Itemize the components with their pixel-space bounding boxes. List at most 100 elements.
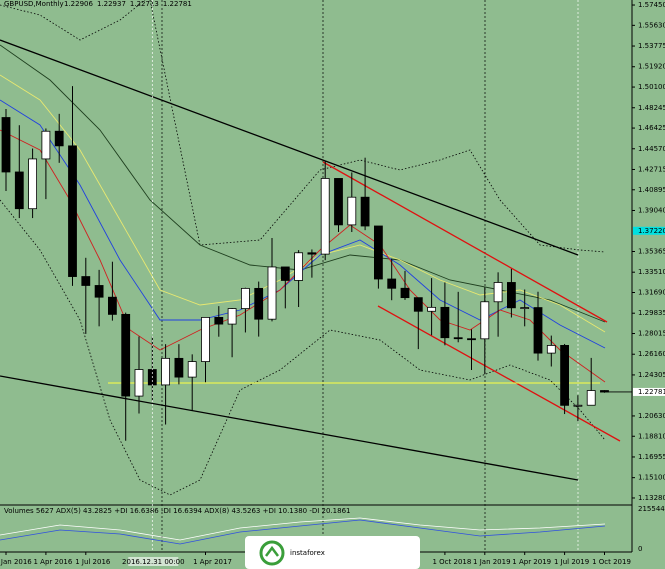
y-tick-label: 1.48245 (638, 104, 665, 112)
y-tick-label: 1.35365 (638, 247, 665, 255)
candle-body (240, 287, 250, 309)
candle-body (427, 306, 437, 312)
candle-body (161, 357, 171, 386)
watermark-logo (265, 545, 279, 557)
candle-body (68, 145, 77, 277)
last-price-box (633, 387, 665, 396)
candle-body (334, 178, 343, 226)
watermark-box (245, 536, 420, 569)
y-tick-label: 1.16955 (638, 453, 665, 461)
candle-body (586, 390, 596, 406)
y-tick-label: 1.29835 (638, 309, 665, 317)
moving-average (0, 129, 606, 383)
y-tick-label: 1.20630 (638, 412, 665, 420)
candle-body (41, 130, 51, 160)
y-tick-label: 1.18810 (638, 432, 665, 440)
candle-body (280, 266, 290, 281)
candle-body (533, 307, 543, 354)
candle-body (546, 345, 556, 354)
candle-body (81, 276, 91, 286)
candle-body (347, 196, 357, 226)
candle-body (307, 252, 317, 255)
y-tick-label: 1.13280 (638, 494, 665, 502)
bollinger-upper (149, 0, 606, 253)
x-tick-label: 1 Apr 2017 (193, 558, 232, 566)
candle-body (493, 282, 503, 303)
candle-body (320, 178, 330, 255)
candle-body (440, 306, 450, 339)
x-tick-label: 1 Jul 2019 (554, 558, 589, 566)
y-tick-label: 1.15100 (638, 474, 665, 482)
x-tick-label: 1 Jul 2016 (75, 558, 111, 566)
trend-line (0, 39, 579, 256)
x-tick-label: 1 Apr 2019 (512, 558, 551, 566)
bollinger-lower (0, 199, 606, 496)
candle-body (267, 266, 277, 320)
x-tick-label: 1 Jan 2016 (0, 558, 32, 566)
candle-body (121, 313, 131, 397)
candle-body (294, 252, 304, 281)
y-tick-label: 1.24305 (638, 371, 665, 379)
watermark-logo (259, 540, 285, 566)
volume-tick-label: 2155444 (638, 505, 665, 513)
candle-body (187, 361, 197, 378)
adx-line (0, 517, 606, 541)
x-tick-label: 1 Oct 2018 (432, 558, 471, 566)
candle-body (254, 287, 264, 320)
trend-line (0, 375, 579, 481)
y-tick-label: 1.57450 (638, 1, 665, 9)
candle-body (506, 282, 516, 309)
y-tick-label: 1.39040 (638, 206, 665, 214)
y-tick-label: 1.53775 (638, 42, 665, 50)
y-tick-label: 1.31690 (638, 289, 665, 297)
x-tick-label: 1 Apr 2016 (33, 558, 72, 566)
candle-body (54, 130, 64, 147)
candle-body (520, 307, 530, 309)
adx-line (0, 519, 606, 545)
y-tick-label: 1.33510 (638, 268, 665, 276)
y-tick-label: 1.44570 (638, 145, 665, 153)
channel-line (322, 161, 608, 323)
y-tick-label: 1.46425 (638, 124, 665, 132)
candle-body (400, 287, 410, 299)
candle-body (108, 296, 117, 315)
chart-title: GBPUSD,Monthly (4, 0, 64, 8)
candle-body (14, 171, 24, 210)
candle-body (560, 345, 569, 406)
level-marker (633, 226, 665, 235)
y-tick-label: 1.28015 (638, 330, 665, 338)
level-label: 1.37220 (638, 227, 665, 235)
x-tick-label: 1 Jan 2019 (473, 558, 511, 566)
bollinger-upper (0, 0, 146, 41)
y-tick-label: 1.40895 (638, 186, 665, 194)
period-separators (161, 0, 486, 552)
header-value: 1.22937 (97, 0, 126, 8)
last-price-label: 1.22781 (638, 388, 665, 396)
candle-body (413, 297, 423, 312)
y-tick-label: 1.50100 (638, 83, 665, 91)
header-values: 1.22906 1.22937 1.22713 1.22781 (64, 0, 192, 8)
volume-tick-label: 0 (638, 545, 642, 553)
candle-body (1, 117, 11, 173)
x-tick-label: 1 Oct 2019 (592, 558, 631, 566)
candle-body (467, 338, 476, 341)
candle-body (28, 158, 38, 210)
header-value: 1.22781 (163, 0, 192, 8)
candle-body (453, 337, 463, 340)
y-tick-label: 1.42715 (638, 165, 665, 173)
candle-body (360, 196, 370, 227)
candle-body (573, 404, 583, 407)
header-value: 1.22713 (130, 0, 159, 8)
candle-body (373, 225, 383, 280)
watermark-text: instaforex (290, 549, 325, 557)
header-value: 1.22906 (64, 0, 93, 8)
y-tick-label: 1.55630 (638, 21, 665, 29)
candle-body (227, 308, 237, 325)
y-tick-label: 1.26160 (638, 350, 665, 358)
y-tick-label: 1.51920 (638, 63, 665, 71)
candle-body (174, 357, 184, 378)
candle-body (94, 285, 104, 298)
candle-body (201, 316, 210, 362)
